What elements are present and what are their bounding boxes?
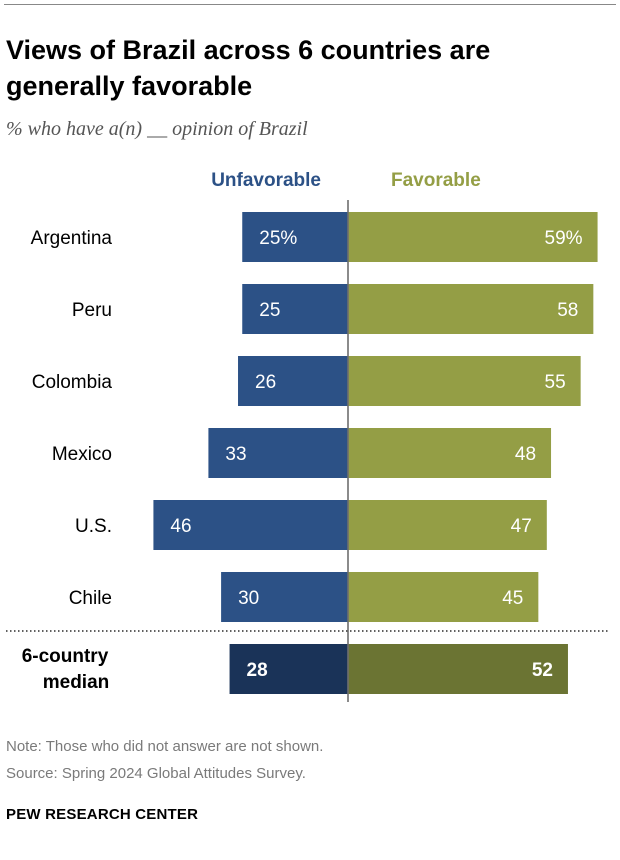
median-value-unfavorable: 28	[247, 660, 268, 681]
bar-unfavorable	[242, 212, 348, 262]
bar-unfavorable	[153, 500, 348, 550]
median-bar-unfavorable	[229, 644, 348, 694]
source-text: Source: Spring 2024 Global Attitudes Sur…	[6, 765, 306, 782]
bar-unfavorable	[208, 428, 348, 478]
note-text: Note: Those who did not answer are not s…	[6, 738, 324, 755]
category-label: Peru	[72, 300, 112, 321]
data-label-unfavorable: 25%	[259, 228, 297, 249]
category-label: Argentina	[31, 228, 113, 249]
bar-unfavorable	[242, 284, 348, 334]
data-label-favorable: 55	[545, 372, 566, 393]
data-label-favorable: 48	[515, 444, 536, 465]
bar-favorable	[348, 212, 598, 262]
category-label: Mexico	[52, 444, 112, 465]
category-label: Chile	[69, 588, 112, 609]
bar-favorable	[348, 572, 539, 622]
bar-favorable	[348, 500, 547, 550]
diverging-bar-chart: Unfavorable Favorable Argentina 25% 59% Peru 2…	[6, 170, 608, 702]
top-rule	[4, 4, 616, 5]
data-label-favorable: 59%	[545, 228, 583, 249]
category-label: U.S.	[75, 516, 112, 537]
bar-unfavorable	[238, 356, 348, 406]
data-label-unfavorable: 26	[255, 372, 276, 393]
chart-title: Views of Brazil across 6 countries are g…	[6, 35, 491, 101]
median-label: median	[43, 672, 110, 693]
chart-subtitle: % who have a(n) __ opinion of Brazil	[6, 118, 308, 140]
data-label-unfavorable: 25	[259, 300, 280, 321]
data-label-unfavorable: 30	[238, 588, 259, 609]
bar-favorable	[348, 428, 552, 478]
data-label-favorable: 58	[557, 300, 578, 321]
brand-logo-text: PEW RESEARCH CENTER	[6, 806, 199, 823]
legend-unfavorable: Unfavorable	[211, 170, 321, 191]
category-label: Colombia	[32, 372, 113, 393]
data-label-unfavorable: 46	[170, 516, 191, 537]
data-label-unfavorable: 33	[225, 444, 246, 465]
median-value-favorable: 52	[532, 660, 553, 681]
data-label-favorable: 45	[502, 588, 523, 609]
legend-favorable: Favorable	[391, 170, 481, 191]
bar-unfavorable	[221, 572, 348, 622]
data-label-favorable: 47	[511, 516, 532, 537]
median-bar-favorable	[348, 644, 568, 694]
bar-favorable	[348, 284, 594, 334]
median-label: 6-country	[22, 646, 109, 667]
bar-favorable	[348, 356, 581, 406]
